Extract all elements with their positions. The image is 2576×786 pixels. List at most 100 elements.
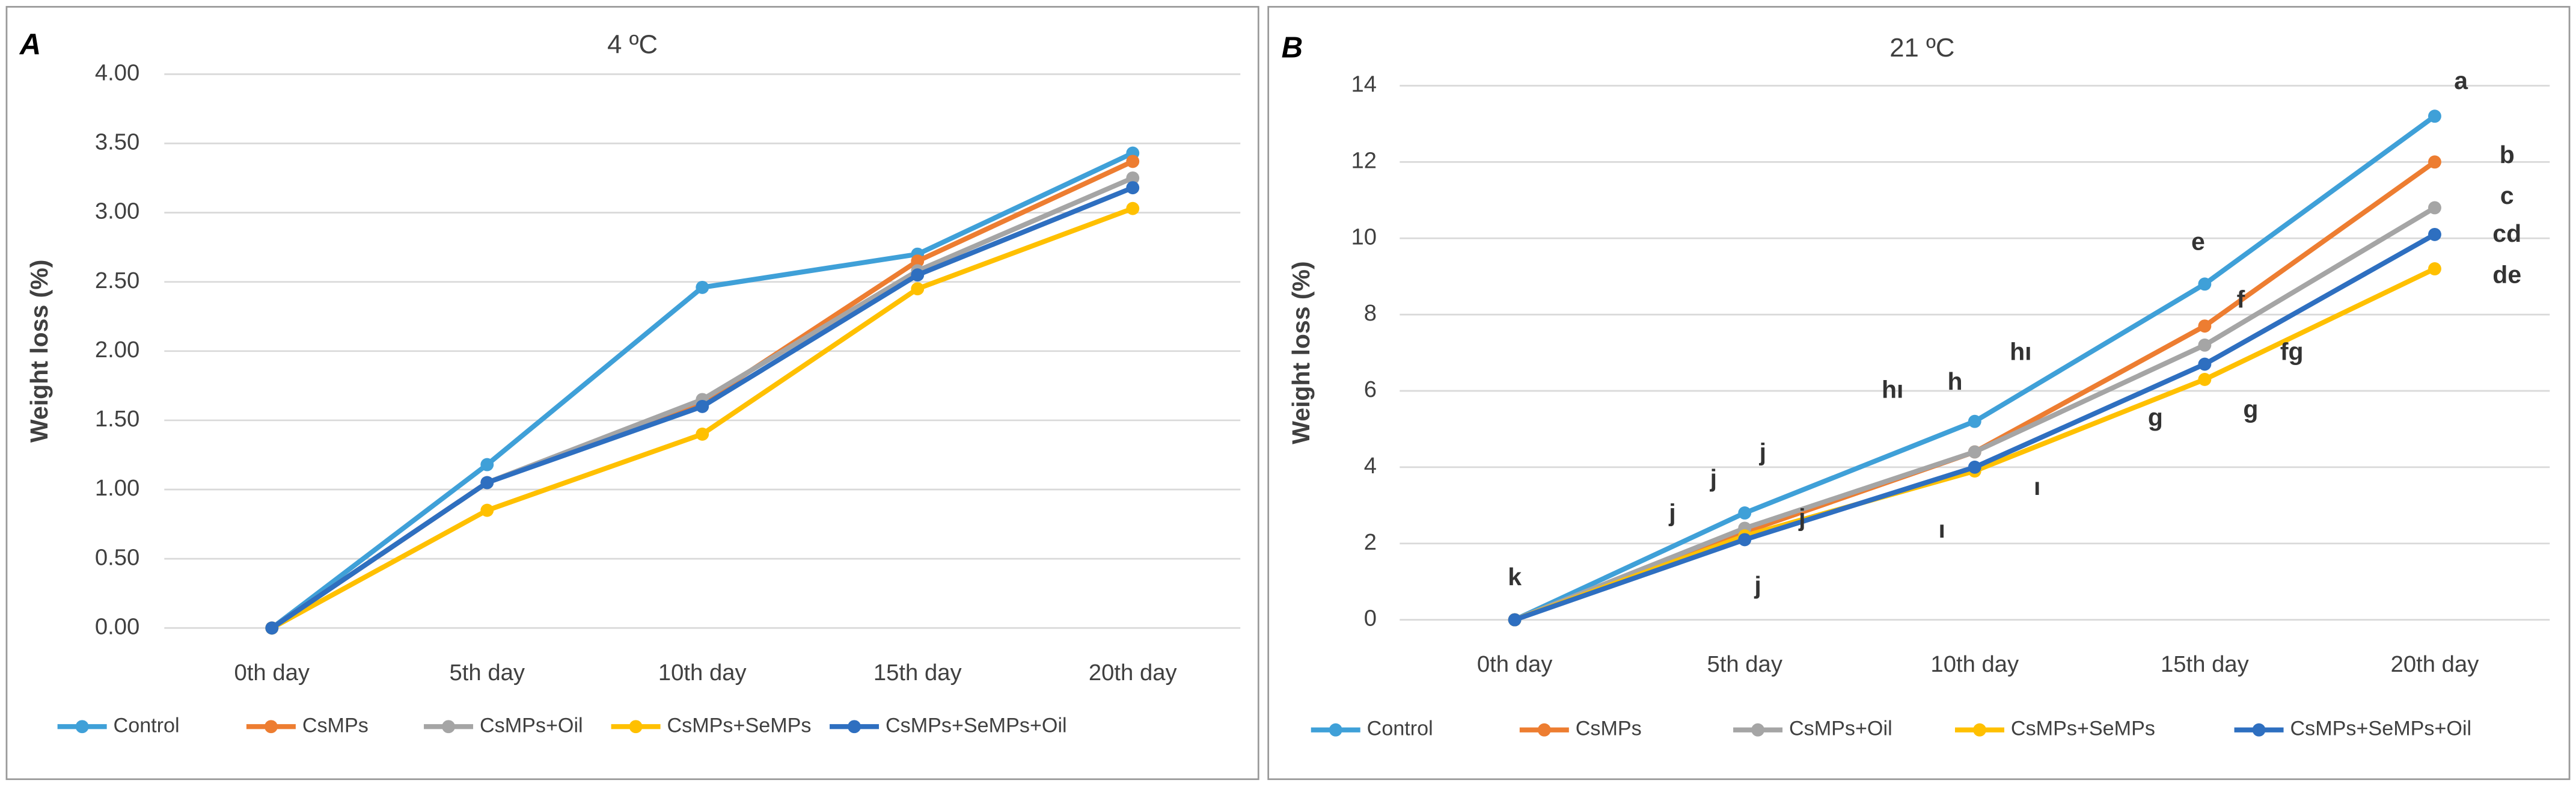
data-point xyxy=(1738,506,1752,520)
x-tick-label: 20th day xyxy=(1089,660,1178,686)
legend-marker xyxy=(442,720,455,734)
data-point xyxy=(2428,262,2441,275)
panel-label: B xyxy=(1282,31,1303,64)
data-point xyxy=(480,458,494,471)
legend-label: CsMPs+SeMPs+Oil xyxy=(886,714,1067,737)
x-tick-label: 5th day xyxy=(1707,651,1782,677)
legend-marker xyxy=(629,720,643,734)
data-point xyxy=(1508,613,1522,627)
y-tick-label: 8 xyxy=(1364,300,1377,326)
annotation: hı xyxy=(1882,376,1903,404)
annotation: e xyxy=(2191,228,2205,256)
data-point xyxy=(1968,460,1981,474)
data-point xyxy=(911,254,925,268)
y-axis-title: Weight loss (%) xyxy=(1287,261,1315,444)
legend-label: CsMPs+Oil xyxy=(480,714,583,737)
legend-marker xyxy=(75,720,89,734)
y-tick-label: 1.50 xyxy=(95,406,139,432)
annotation: k xyxy=(1508,563,1522,591)
legend-marker xyxy=(264,720,278,734)
annotation: h xyxy=(1947,367,1962,395)
panel-frame xyxy=(1267,5,2571,781)
annotation: ı xyxy=(2034,473,2040,500)
y-tick-label: 0.50 xyxy=(95,544,139,570)
data-point xyxy=(2428,201,2441,215)
data-point xyxy=(911,268,925,282)
data-point xyxy=(1126,155,1140,168)
x-tick-label: 0th day xyxy=(234,660,310,686)
data-point xyxy=(1126,201,1140,215)
annotation: j xyxy=(1710,464,1717,492)
data-point xyxy=(480,503,494,517)
annotation: fg xyxy=(2280,338,2304,366)
data-point xyxy=(480,476,494,490)
legend-marker xyxy=(1537,723,1551,737)
data-point xyxy=(265,621,279,635)
x-tick-label: 5th day xyxy=(450,660,525,686)
data-point xyxy=(2428,155,2441,169)
legend-label: CsMPs xyxy=(302,714,369,737)
y-tick-label: 3.50 xyxy=(95,129,139,155)
y-tick-label: 2.00 xyxy=(95,337,139,363)
y-tick-label: 6 xyxy=(1364,376,1377,402)
annotation: a xyxy=(2454,67,2468,94)
chart-title: 4 ºC xyxy=(607,29,658,59)
y-tick-label: 0 xyxy=(1364,606,1377,631)
data-point xyxy=(2198,277,2212,291)
y-tick-label: 0.00 xyxy=(95,613,139,639)
data-point xyxy=(2198,338,2212,352)
data-point xyxy=(1126,171,1140,185)
annotation: b xyxy=(2500,141,2515,168)
data-point xyxy=(1126,181,1140,195)
y-tick-label: 12 xyxy=(1351,147,1377,173)
data-point xyxy=(2428,109,2441,123)
y-tick-label: 4.00 xyxy=(95,60,139,85)
legend-marker xyxy=(1973,723,1986,737)
y-tick-label: 2.50 xyxy=(95,268,139,293)
annotation: j xyxy=(1668,499,1675,527)
y-axis-title: Weight loss (%) xyxy=(25,260,53,443)
legend-label: Control xyxy=(114,714,180,737)
y-tick-label: 10 xyxy=(1351,224,1377,250)
chart-title: 21 ºC xyxy=(1889,33,1954,63)
annotation: c xyxy=(2500,182,2514,209)
data-point xyxy=(2198,357,2212,371)
annotation: g xyxy=(2243,395,2258,423)
legend-label: CsMPs+SeMPs xyxy=(2011,717,2155,740)
legend-marker xyxy=(848,720,861,734)
legend-label: CsMPs xyxy=(1576,717,1642,740)
y-tick-label: 1.00 xyxy=(95,475,139,501)
annotation: cd xyxy=(2492,220,2521,247)
data-point xyxy=(2198,373,2212,386)
data-point xyxy=(911,282,925,296)
data-point xyxy=(1968,414,1981,428)
legend-marker xyxy=(2252,723,2266,737)
data-point xyxy=(696,399,709,413)
data-point xyxy=(1968,445,1981,459)
data-point xyxy=(2198,319,2212,333)
x-tick-label: 10th day xyxy=(658,660,747,686)
data-point xyxy=(1738,533,1752,547)
x-tick-label: 10th day xyxy=(1930,651,2019,677)
y-tick-label: 3.00 xyxy=(95,198,139,224)
x-tick-label: 20th day xyxy=(2391,651,2480,677)
annotation: j xyxy=(1759,438,1766,465)
x-tick-label: 15th day xyxy=(2161,651,2250,677)
x-tick-label: 0th day xyxy=(1477,651,1553,677)
data-point xyxy=(696,428,709,441)
panel-label: A xyxy=(19,28,41,61)
annotation: de xyxy=(2492,260,2521,288)
annotation: hı xyxy=(2010,338,2031,366)
annotation: ı xyxy=(1938,515,1945,543)
y-tick-label: 2 xyxy=(1364,529,1377,555)
annotation: g xyxy=(2148,404,2163,431)
annotation: f xyxy=(2237,285,2245,313)
legend-label: CsMPs+Oil xyxy=(1789,717,1892,740)
data-point xyxy=(2428,227,2441,241)
annotation: j xyxy=(1798,504,1805,532)
legend-marker xyxy=(1751,723,1765,737)
legend-label: Control xyxy=(1367,717,1433,740)
data-point xyxy=(696,280,709,294)
y-tick-label: 4 xyxy=(1364,453,1377,479)
